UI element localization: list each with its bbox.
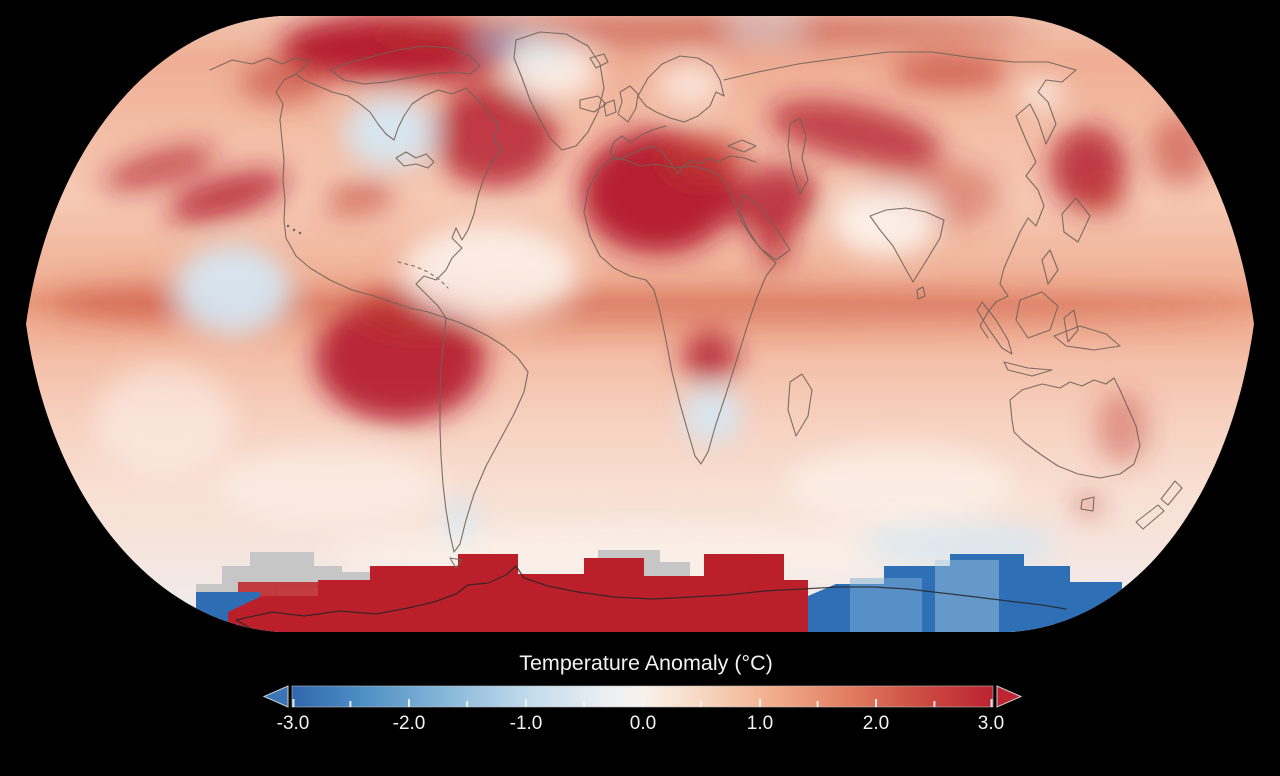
colorbar-left-arrow-icon <box>262 685 289 708</box>
coastlines-layer <box>209 31 1183 569</box>
tick-label-pos1: 1.0 <box>747 713 773 734</box>
coastline-africa <box>583 157 777 465</box>
coastline-scandinavia <box>637 55 725 123</box>
warm-blob-middle-east <box>726 165 818 235</box>
tick-label-zero: 0.0 <box>630 713 656 734</box>
neutral-blob-s-pacific <box>215 447 445 523</box>
warm-blob-siberia <box>768 100 942 166</box>
coastline-black-sea <box>727 139 757 153</box>
coastline-new-zealand-north <box>1160 480 1183 506</box>
cool-blob-greenland-n <box>510 36 570 68</box>
warm-blob-s-africa <box>682 331 738 383</box>
coastline-europe <box>609 125 757 175</box>
coastline-iceland <box>579 95 607 113</box>
coastline-great-lakes <box>395 151 435 169</box>
coastline-tierra-del-fuego <box>449 557 463 569</box>
coastline-india <box>869 207 945 283</box>
coastline-ireland <box>603 99 617 117</box>
neutral-blob-s-indian <box>785 445 1015 525</box>
warm-blob-e-australia <box>1096 392 1148 464</box>
cool-blob-hudson-bay <box>344 96 436 168</box>
coastline-arabia <box>739 193 791 261</box>
warm-blob-n-siberia <box>892 54 1008 90</box>
world-map <box>26 16 1254 632</box>
tick-label-neg1: -1.0 <box>510 713 543 734</box>
coastline-sri-lanka <box>916 286 926 300</box>
coastline-madagascar <box>787 373 813 437</box>
warm-blob-mediterranean <box>664 136 748 180</box>
colorbar-tick-labels: -3.0 -2.0 -1.0 0.0 1.0 2.0 3.0 <box>277 713 1005 734</box>
antarctica-coastline-layer <box>235 565 1067 629</box>
coastline-antarctic-arm <box>235 619 251 629</box>
coastline-philippines <box>1041 249 1059 285</box>
warm-block-antarctica-central <box>228 554 808 632</box>
neutral-blob-mid-atlantic <box>402 224 578 320</box>
colorbar: Temperature Anomaly (°C) -3.0 -2.0 -1.0 … <box>262 651 1023 734</box>
coastline-java <box>1003 361 1053 377</box>
warm-blob-east-of-japan <box>1078 182 1126 214</box>
warm-blob-red-sea <box>759 215 793 271</box>
neutral-blob-se-pacific <box>95 365 235 475</box>
neutral-blob-scandinavia <box>656 63 724 107</box>
coastline-australia <box>1009 377 1141 479</box>
coastline-new-zealand-south <box>1135 504 1165 530</box>
tick-label-pos2: 2.0 <box>863 713 889 734</box>
tick-label-neg2: -2.0 <box>393 713 426 734</box>
coastline-asia-east <box>979 69 1077 339</box>
tick-label-pos3: 3.0 <box>978 713 1004 734</box>
colorbar-title: Temperature Anomaly (°C) <box>519 651 773 675</box>
coastline-svalbard <box>589 53 609 69</box>
coastline-new-guinea <box>1053 325 1121 351</box>
cold-block-east-light-1 <box>850 578 922 632</box>
coastline-britain <box>617 85 639 123</box>
coastline-south-america <box>439 317 529 553</box>
coastline-tasmania <box>1080 496 1095 512</box>
cool-blob-kara-sea <box>725 17 805 39</box>
cool-blob-ne-pacific <box>175 245 291 335</box>
hawaii-islands <box>286 224 302 235</box>
coastline-borneo <box>1015 291 1059 339</box>
coastline-arctic-islands <box>329 45 481 85</box>
coastline-antarctica <box>235 565 1067 621</box>
colorbar-ticks <box>292 699 993 707</box>
warm-blob-equator-band <box>50 288 1230 328</box>
coastline-japan <box>1061 197 1091 243</box>
coastline-caspian-sea <box>787 117 809 195</box>
warm-blob-npacific-3 <box>324 179 396 217</box>
coastline-sumatra <box>976 301 1013 355</box>
colorbar-right-arrow-icon <box>996 685 1023 708</box>
coastline-north-america <box>209 57 503 319</box>
antarctic-blocks-layer <box>196 550 1122 632</box>
warm-blob-arctic-band <box>370 16 1030 46</box>
neutral-blob-s-asia <box>833 188 937 256</box>
coastline-greenland <box>513 31 605 151</box>
warm-blob-alaska <box>240 60 324 104</box>
coastline-sulawesi <box>1063 309 1079 343</box>
cool-blob-namibia <box>682 387 742 443</box>
coastline-caribbean <box>397 261 449 289</box>
neutral-blob-kamchatka <box>1020 80 1064 108</box>
coastline-asia-arctic <box>723 51 1077 81</box>
warm-blob-npacific-2 <box>168 170 288 222</box>
warm-blob-npacific-1 <box>104 145 216 191</box>
tick-label-neg3: -3.0 <box>277 713 310 734</box>
